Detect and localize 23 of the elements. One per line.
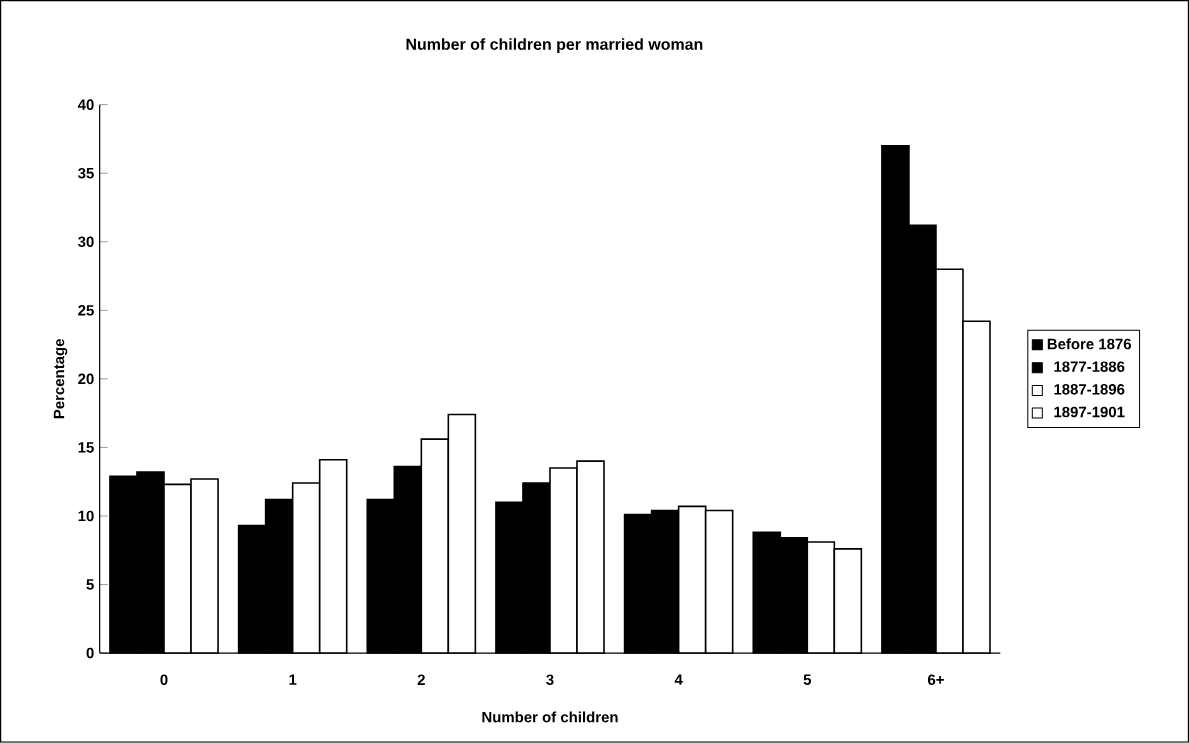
x-tick-label: 1	[289, 674, 297, 685]
x-tick-label: 4	[674, 674, 683, 685]
y-tick-label: 30	[78, 236, 94, 248]
x-tick-label: 6+	[928, 674, 944, 686]
legend-label: 1887-1896	[1054, 384, 1125, 395]
x-tick-label: 2	[417, 674, 425, 686]
y-tick-label: 5	[86, 579, 94, 590]
y-axis-title: Percentage	[53, 339, 68, 419]
y-tick-label: 35	[78, 168, 94, 179]
x-axis-title: Number of children	[482, 711, 618, 723]
y-tick-label: 40	[77, 99, 94, 111]
chart-title: Number of children per married woman	[406, 38, 703, 54]
y-tick-label: 20	[78, 373, 94, 385]
y-tick-label: 0	[86, 647, 94, 659]
legend-label: Before 1876	[1047, 338, 1132, 350]
x-tick-label: 5	[803, 674, 812, 686]
legend-label: 1877-1886	[1054, 361, 1125, 373]
y-tick-label: 25	[78, 305, 94, 316]
x-tick-label: 0	[160, 674, 168, 686]
legend-label: 1897-1901	[1054, 406, 1125, 418]
y-tick-label: 15	[78, 442, 94, 453]
x-tick-label: 3	[546, 674, 554, 686]
y-tick-label: 10	[78, 510, 94, 522]
